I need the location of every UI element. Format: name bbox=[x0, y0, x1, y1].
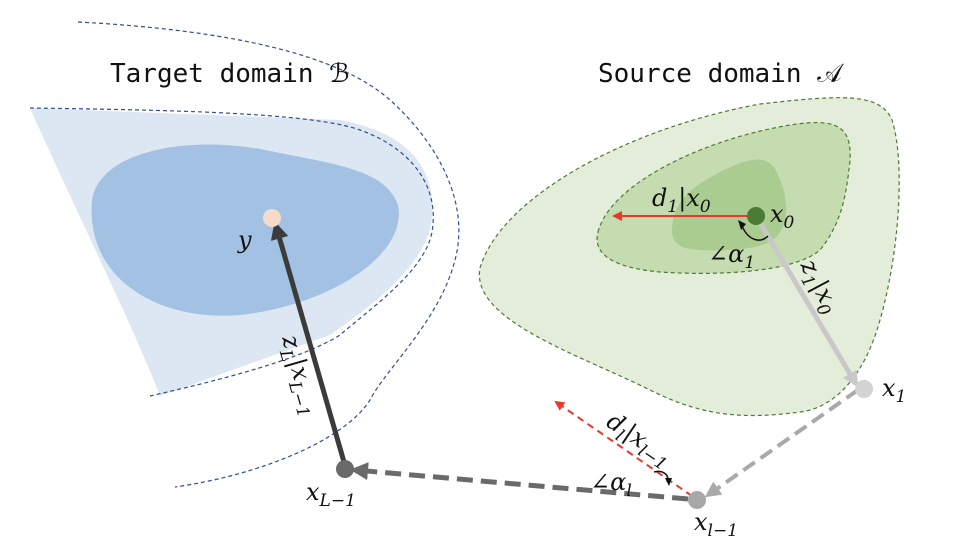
x0-label: x0 bbox=[770, 200, 795, 233]
x0-point bbox=[747, 207, 765, 225]
target-domain-title: Target domain ℬ bbox=[110, 59, 350, 89]
alphal-label: ∠αl bbox=[590, 468, 632, 501]
xL-minus-1-label: xL−1 bbox=[306, 478, 356, 511]
d1-given-x0-label: d1|x0 bbox=[652, 184, 711, 217]
z1-vector-arrow bbox=[753, 214, 859, 388]
xl-to-xL-dashed-arrow bbox=[350, 462, 689, 502]
y-point bbox=[263, 209, 281, 227]
alpha1-label: ∠α1 bbox=[708, 240, 755, 273]
x1-label: x1 bbox=[882, 374, 906, 407]
source-domain-title: Source domain 𝒜 bbox=[598, 59, 844, 89]
source-domain bbox=[478, 97, 900, 417]
xl-minus-1-label: xl−1 bbox=[694, 508, 738, 541]
target-domain bbox=[29, 21, 460, 488]
zL-vector-arrow bbox=[270, 221, 347, 463]
alpha1-angle-arc bbox=[741, 225, 769, 241]
x1-point bbox=[855, 380, 873, 398]
alphal-angle-tip bbox=[665, 478, 672, 486]
angle-marks bbox=[653, 220, 769, 486]
alphal-angle-arc bbox=[653, 470, 669, 483]
target-boundary-inner bbox=[29, 107, 434, 397]
y-label: y bbox=[237, 226, 252, 254]
alpha1-angle-tip bbox=[738, 220, 746, 230]
x1-to-xl-dashed-arrow bbox=[704, 388, 860, 498]
points bbox=[263, 207, 873, 509]
target-inner-region bbox=[91, 144, 399, 316]
source-core-region bbox=[672, 159, 787, 251]
xl-minus-1-point bbox=[688, 491, 706, 509]
xL-minus-1-point bbox=[336, 460, 354, 478]
